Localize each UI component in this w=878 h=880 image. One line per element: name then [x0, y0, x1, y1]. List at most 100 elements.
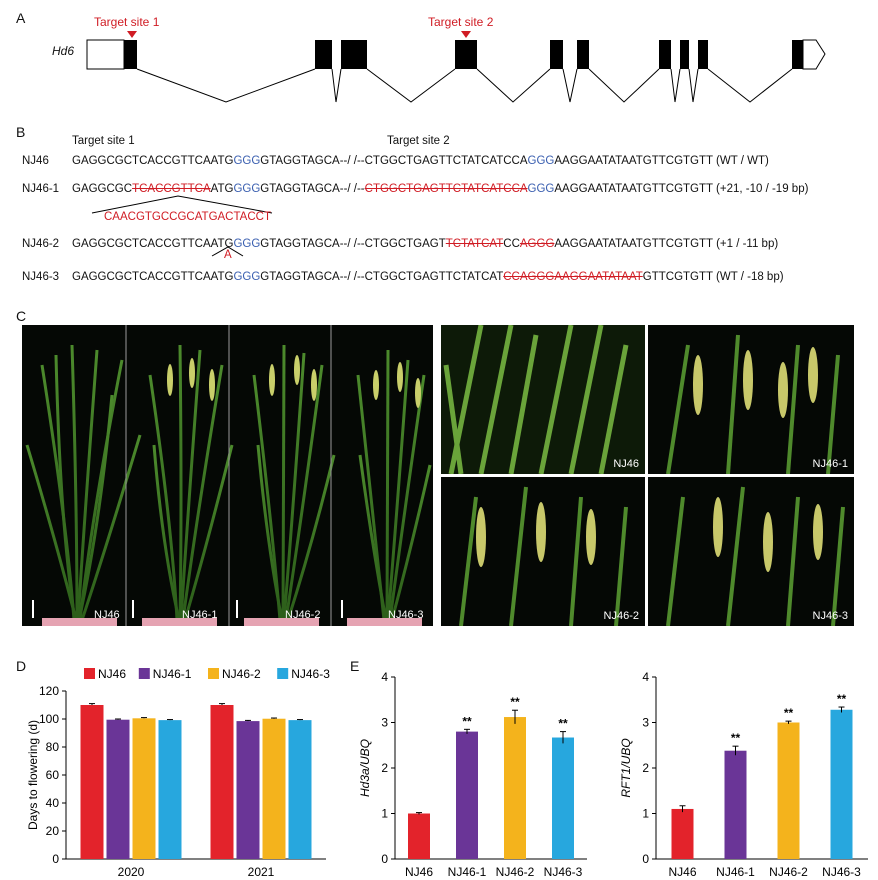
target-site-1-label: Target site 1	[94, 15, 160, 29]
x-tick-label: 2020	[118, 865, 145, 879]
panicle-label-nj46-1: NJ46-1	[812, 458, 848, 470]
plant-label-nj46-2: NJ46-2	[285, 609, 321, 621]
target-site-1-marker	[127, 31, 137, 38]
bar	[158, 720, 182, 859]
exon-9	[698, 40, 708, 69]
legend-swatch	[138, 668, 150, 679]
seq-header-target-2: Target site 2	[387, 135, 450, 147]
seq-row-label: NJ46-2	[22, 238, 60, 250]
significance-mark: **	[510, 695, 520, 709]
y-tick-label: 120	[39, 684, 59, 698]
plant-1	[25, 344, 142, 621]
significance-mark: **	[784, 706, 794, 720]
exon-7	[659, 40, 671, 69]
hd3a-expression-chart: 0 1 2 3 4 Hd3a/UBQ NJ46 ** NJ46-1 ** NJ46-2 ** NJ46-…	[358, 670, 587, 879]
significance-mark: **	[837, 692, 847, 706]
y-tick-label: 40	[46, 796, 60, 810]
seq-row-label: NJ46-3	[22, 271, 60, 283]
y-tick-label: 2	[381, 761, 388, 775]
exon-10	[792, 40, 803, 69]
panel-d-letter: D	[16, 658, 27, 674]
y-tick-label: 4	[642, 670, 649, 684]
y-axis-label: Hd3a/UBQ	[358, 739, 372, 797]
legend-swatch	[84, 668, 95, 679]
y-tick-label: 3	[381, 716, 388, 730]
insertion-wedge-2	[211, 246, 244, 257]
bar	[777, 722, 800, 859]
y-tick-label: 2	[642, 761, 649, 775]
legend-label: NJ46-2	[222, 667, 261, 681]
x-tick-label: NJ46-2	[769, 865, 808, 879]
legend-swatch	[277, 668, 289, 679]
bar	[288, 720, 312, 859]
y-tick-label: 0	[642, 852, 649, 866]
panel-e-letter: E	[350, 658, 360, 674]
panicle-photo-nj46-2: NJ46-2	[441, 477, 645, 626]
panicle-label-nj46: NJ46	[613, 458, 639, 470]
seq-header-target-1: Target site 1	[72, 135, 135, 147]
panicles-overlay	[167, 355, 421, 408]
exon-1	[124, 40, 137, 69]
bar	[830, 709, 853, 859]
scale-bars	[32, 600, 343, 618]
significance-mark: **	[731, 731, 741, 745]
significance-mark: **	[558, 717, 568, 731]
rft1-expression-chart: 0 1 2 3 4 RFT1/UBQ NJ46 ** NJ46-1 ** NJ46-2 ** NJ46-…	[619, 670, 868, 879]
bar	[552, 737, 574, 859]
legend-label: NJ46-3	[291, 667, 330, 681]
panel-b-letter: B	[16, 124, 26, 140]
bar	[456, 731, 478, 859]
intron-lines	[136, 68, 793, 103]
y-tick-label: 100	[39, 712, 59, 726]
pots	[42, 618, 422, 626]
y-tick-label: 1	[642, 807, 649, 821]
exon-2	[315, 40, 332, 69]
exon-8	[680, 40, 689, 69]
legend-label: NJ46-1	[153, 667, 192, 681]
exon-4	[455, 40, 477, 69]
seq-row-nj46-1: GAGGCGCTCACCGTTCAATGGGGGTAGGTAGCA--/ /--…	[72, 183, 809, 195]
plant-3	[252, 344, 336, 621]
x-tick-label: NJ46-1	[716, 865, 755, 879]
plant-label-nj46-3: NJ46-3	[388, 609, 424, 621]
y-tick-label: 0	[52, 852, 59, 866]
legend-swatch	[208, 668, 219, 679]
panicle-label-nj46-2: NJ46-2	[603, 610, 639, 622]
x-tick-label: NJ46	[405, 865, 433, 879]
photo-dividers	[125, 325, 332, 626]
plant-label-nj46-1: NJ46-1	[182, 609, 218, 621]
y-axis-label: Days to flowering (d)	[26, 720, 40, 830]
exon-3	[341, 40, 367, 69]
x-tick-label: 2021	[248, 865, 275, 879]
days-to-flowering-chart: 0 20 40 60 80 100 120 Days to flowering (d) 2020…	[26, 667, 330, 879]
bar	[408, 813, 430, 859]
x-tick-label: NJ46-3	[544, 865, 583, 879]
y-tick-label: 4	[381, 670, 388, 684]
insertion-base-2: A	[224, 249, 232, 261]
bar	[724, 750, 747, 859]
y-tick-label: 3	[642, 716, 649, 730]
seq-row-nj46: GAGGCGCTCACCGTTCAATGGGGGTAGGTAGCA--/ /--…	[72, 155, 769, 167]
seq-row-nj46-3: GAGGCGCTCACCGTTCAATGGGGGTAGGTAGCA--/ /--…	[72, 271, 784, 283]
panicle-photo-nj46-1: NJ46-1	[648, 325, 854, 474]
exon-6	[577, 40, 589, 69]
exon-5	[550, 40, 563, 69]
insertion-sequence-1: CAACGTGCCGCATGACTACCT	[104, 211, 271, 223]
y-tick-label: 0	[381, 852, 388, 866]
target-site-2-marker	[461, 31, 471, 38]
seq-row-label: NJ46-1	[22, 183, 60, 195]
bar	[504, 717, 526, 859]
utr3-arrow	[802, 39, 826, 70]
significance-mark: **	[462, 714, 472, 728]
utr5-box	[86, 39, 125, 70]
x-tick-label: NJ46-1	[448, 865, 487, 879]
y-tick-label: 60	[46, 768, 60, 782]
panel-a-letter: A	[16, 10, 26, 26]
whole-plant-photo-strip: NJ46 NJ46-1 NJ46-2 NJ46-3	[22, 325, 433, 626]
seq-row-nj46-2: GAGGCGCTCACCGTTCAATGGGGGTAGGTAGCA--/ /--…	[72, 238, 779, 250]
panel-c-letter: C	[16, 308, 27, 324]
panicle-photo-nj46: NJ46	[441, 325, 645, 474]
bar	[132, 718, 156, 859]
plant-label-nj46: NJ46	[94, 609, 120, 621]
x-tick-label: NJ46-2	[496, 865, 535, 879]
